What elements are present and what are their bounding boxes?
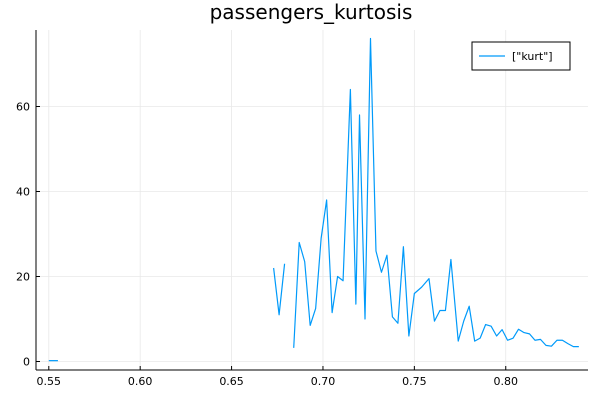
x-tick-label: 0.80 xyxy=(493,375,518,388)
axes xyxy=(35,30,588,371)
series-group xyxy=(48,37,579,362)
y-tick-label: 20 xyxy=(16,271,30,284)
legend-label: ["kurt"] xyxy=(512,50,553,63)
series-line-segment xyxy=(293,37,579,348)
y-tick-label: 0 xyxy=(23,356,30,369)
y-tick-label: 40 xyxy=(16,186,30,199)
legend: ["kurt"] xyxy=(471,41,571,71)
series-line-segment xyxy=(273,263,286,316)
x-tick-label: 0.60 xyxy=(128,375,153,388)
x-tick-label: 0.55 xyxy=(37,375,62,388)
y-tick-label: 60 xyxy=(16,101,30,114)
x-tick-label: 0.65 xyxy=(219,375,244,388)
x-tick-label: 0.70 xyxy=(311,375,336,388)
grid xyxy=(36,30,588,370)
chart-title: passengers_kurtosis xyxy=(210,0,413,24)
x-tick-label: 0.75 xyxy=(402,375,427,388)
ticks: 0.55 0.60 0.65 0.70 0.75 0.80 0 20 40 60 xyxy=(16,101,518,389)
